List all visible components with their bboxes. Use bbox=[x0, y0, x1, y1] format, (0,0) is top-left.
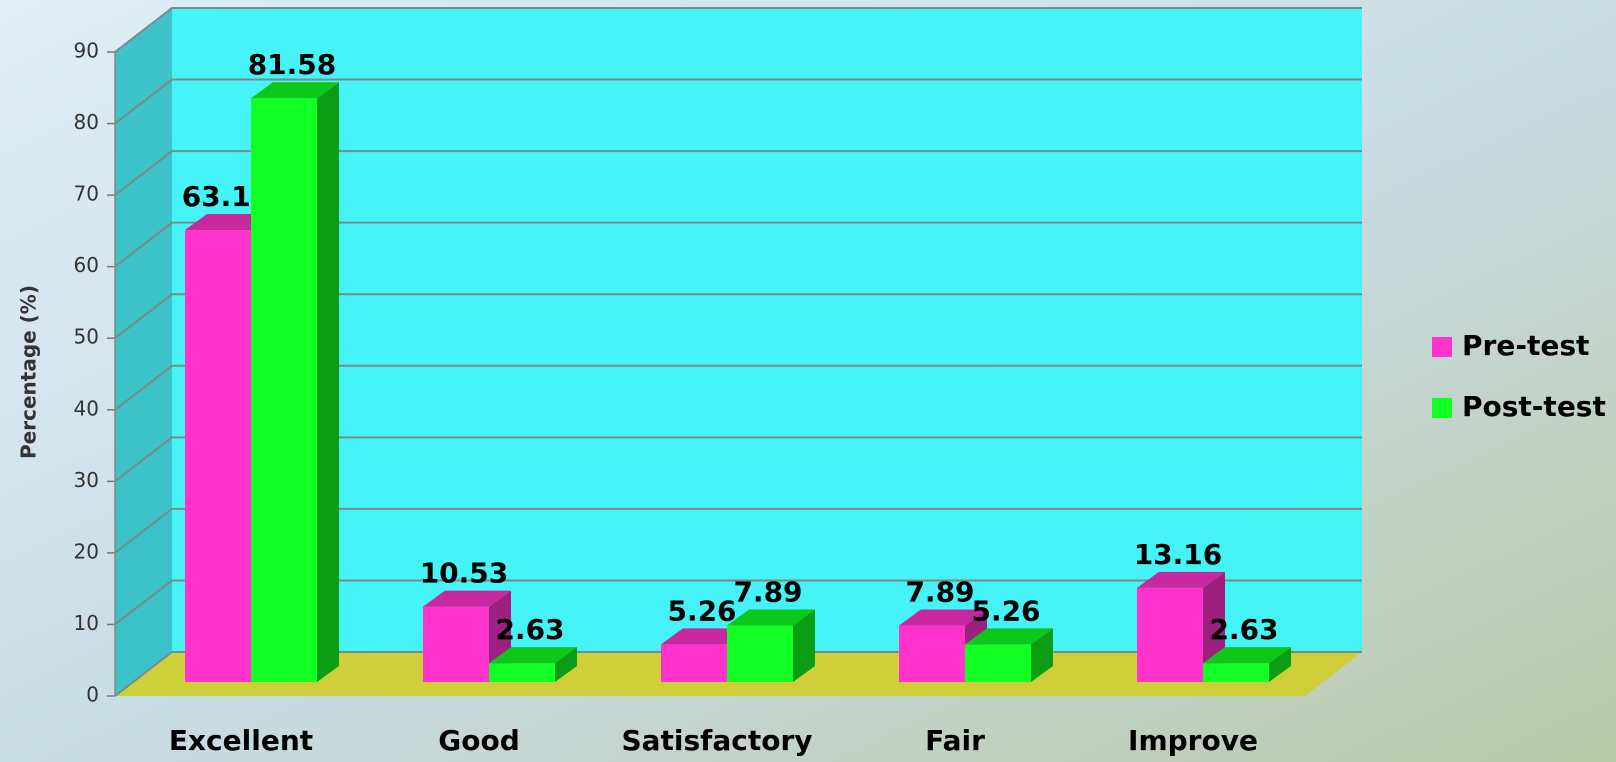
y-tick-label: 80 bbox=[74, 110, 99, 134]
value-label: 5.26 bbox=[667, 594, 736, 627]
x-tick-label: Satisfactory bbox=[621, 724, 812, 757]
value-label: 2.63 bbox=[495, 613, 564, 646]
y-tick-label: 50 bbox=[74, 325, 99, 349]
bar-front bbox=[423, 607, 489, 682]
value-label: 7.89 bbox=[733, 576, 802, 609]
legend-swatch bbox=[1432, 398, 1452, 418]
value-label: 5.26 bbox=[971, 594, 1040, 627]
bar-front bbox=[965, 644, 1031, 682]
bar-front bbox=[251, 98, 317, 682]
y-tick-label: 40 bbox=[74, 396, 99, 420]
y-tick-label: 0 bbox=[86, 683, 99, 707]
value-label: 7.89 bbox=[905, 576, 974, 609]
legend-label: Post-test bbox=[1462, 390, 1606, 423]
y-axis-label: Percentage (%) bbox=[17, 285, 41, 459]
bar-front bbox=[1137, 588, 1203, 682]
chart: Percentage (%) 0 10 20 30 40 50 60 70 80 90 Excell… bbox=[0, 0, 1616, 762]
legend-swatch bbox=[1432, 337, 1452, 357]
y-tick-label: 60 bbox=[74, 253, 99, 277]
value-label: 2.63 bbox=[1209, 613, 1278, 646]
y-tick-label: 20 bbox=[74, 539, 99, 563]
bar-front bbox=[899, 626, 965, 682]
value-label: 81.58 bbox=[248, 48, 337, 81]
x-tick-label: Good bbox=[438, 724, 520, 757]
bar-front bbox=[661, 644, 727, 682]
x-tick-label: Improve bbox=[1128, 724, 1258, 757]
value-label: 13.16 bbox=[1134, 538, 1223, 571]
y-tick-label: 90 bbox=[74, 39, 99, 63]
bar-front bbox=[1203, 663, 1269, 682]
x-tick-label: Fair bbox=[925, 724, 985, 757]
y-tick-label: 10 bbox=[74, 611, 99, 635]
side-wall bbox=[115, 8, 172, 696]
y-tick-label: 70 bbox=[74, 182, 99, 206]
bar-front bbox=[727, 626, 793, 682]
bar-front bbox=[185, 230, 251, 682]
bar-side bbox=[317, 82, 339, 682]
y-tick-label: 30 bbox=[74, 468, 99, 492]
bar-front bbox=[489, 663, 555, 682]
x-tick-label: Excellent bbox=[169, 724, 313, 757]
legend-label: Pre-test bbox=[1462, 329, 1589, 362]
value-label: 10.53 bbox=[420, 557, 509, 590]
